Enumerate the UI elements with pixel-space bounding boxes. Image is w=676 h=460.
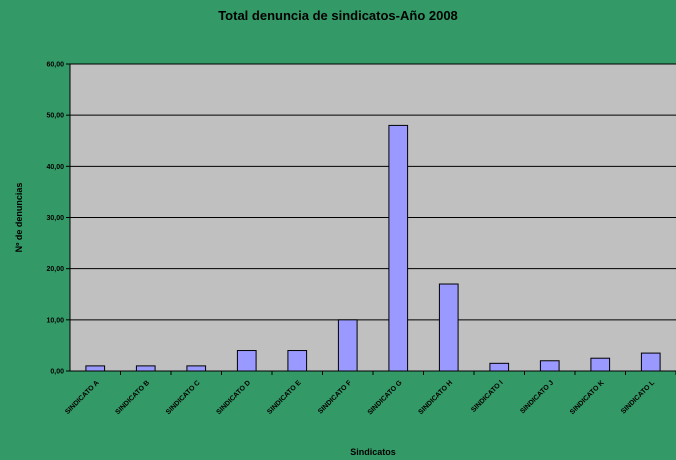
bar bbox=[438, 283, 459, 372]
x-tick-label: SINDICATO D bbox=[215, 379, 252, 416]
bar bbox=[186, 365, 207, 372]
bar bbox=[337, 319, 358, 372]
bar bbox=[640, 352, 661, 372]
x-tick-label: SINDICATO L bbox=[620, 379, 657, 416]
bar bbox=[135, 365, 156, 372]
x-tick-label: SINDICATO A bbox=[64, 379, 100, 415]
bar bbox=[236, 350, 257, 372]
y-tick-label: 60,00 bbox=[46, 62, 64, 69]
x-tick-label: SINDICATO J bbox=[519, 379, 555, 415]
y-axis-title: Nº de denuncias bbox=[14, 183, 24, 253]
chart-title: Total denuncia de sindicatos-Año 2008 bbox=[218, 8, 458, 23]
y-tick-label: 50,00 bbox=[46, 113, 64, 120]
x-tick-label: SINDICATO G bbox=[367, 379, 404, 416]
y-tick-label: 0,00 bbox=[50, 369, 64, 376]
bar bbox=[287, 350, 308, 372]
bar bbox=[388, 124, 409, 372]
x-tick-label: SINDICATO B bbox=[114, 379, 151, 416]
bar bbox=[590, 357, 611, 372]
x-tick-label: SINDICATO F bbox=[317, 379, 354, 416]
y-tick-label: 20,00 bbox=[46, 266, 64, 273]
x-axis-title: Sindicatos bbox=[350, 447, 396, 457]
x-tick-label: SINDICATO I bbox=[470, 379, 505, 414]
x-tick-label: SINDICATO E bbox=[266, 379, 303, 416]
x-tick-label: SINDICATO H bbox=[417, 379, 454, 416]
y-tick-label: 40,00 bbox=[46, 164, 64, 171]
x-tick-label: SINDICATO C bbox=[165, 379, 202, 416]
y-tick-label: 10,00 bbox=[46, 317, 64, 324]
bar bbox=[539, 360, 560, 372]
x-tick-label: SINDICATO K bbox=[569, 379, 606, 416]
bar bbox=[489, 362, 510, 372]
y-tick-label: 30,00 bbox=[46, 215, 64, 222]
bar bbox=[85, 365, 106, 372]
